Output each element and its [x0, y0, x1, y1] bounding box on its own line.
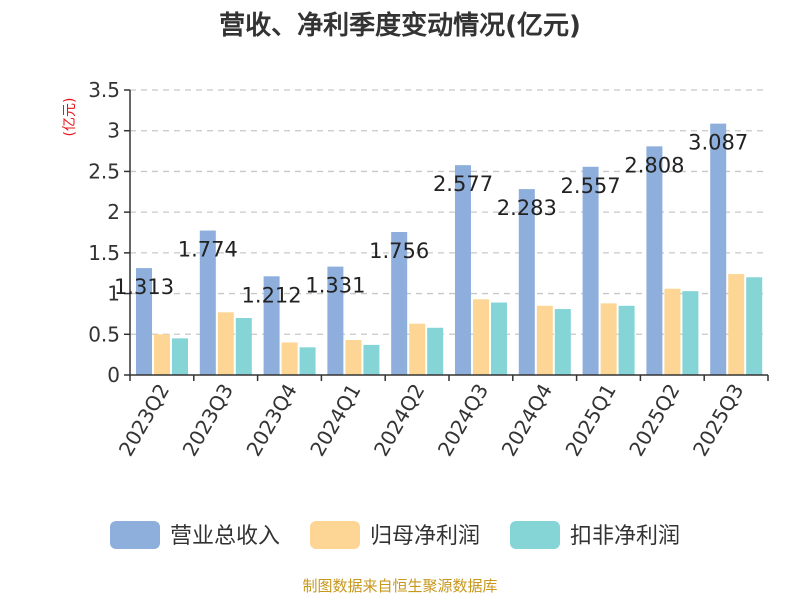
- bar-2[interactable]: [664, 288, 681, 375]
- y-tick-label: 1: [107, 282, 120, 306]
- legend-swatch: [110, 521, 160, 549]
- data-label: 1.756: [369, 239, 429, 263]
- bar-1[interactable]: [136, 268, 152, 375]
- y-tick-label: 1.5: [88, 241, 120, 265]
- x-tick-label: 2023Q3: [178, 380, 238, 461]
- y-tick-label: 3: [107, 119, 120, 143]
- bar-1[interactable]: [518, 189, 535, 375]
- bar-3[interactable]: [618, 305, 635, 375]
- y-tick-label: 2: [107, 200, 120, 224]
- bar-3[interactable]: [746, 277, 763, 375]
- data-label: 1.313: [114, 275, 174, 299]
- bar-3[interactable]: [554, 309, 571, 375]
- bar-2[interactable]: [281, 342, 298, 375]
- bar-1[interactable]: [199, 230, 216, 375]
- legend-label: 扣非净利润: [570, 524, 680, 549]
- bar-3[interactable]: [299, 347, 316, 375]
- bar-1[interactable]: [263, 276, 280, 375]
- legend-item[interactable]: 营业总收入: [110, 521, 280, 549]
- chart-title: 营收、净利季度变动情况(亿元): [219, 10, 581, 41]
- data-label: 1.331: [305, 274, 365, 298]
- data-label: 2.557: [561, 174, 621, 198]
- bar-2[interactable]: [409, 323, 426, 375]
- y-tick-label: 0.5: [88, 322, 120, 346]
- bar-2[interactable]: [600, 303, 617, 375]
- x-tick-label: 2024Q3: [433, 380, 493, 461]
- y-axis-unit: (亿元): [62, 98, 78, 137]
- bar-2[interactable]: [154, 334, 170, 375]
- bar-3[interactable]: [363, 344, 380, 375]
- bar-1[interactable]: [582, 166, 599, 375]
- x-tick-label: 2025Q3: [688, 380, 748, 461]
- data-label: 2.808: [624, 153, 684, 177]
- data-label: 3.087: [688, 131, 748, 155]
- bar-1[interactable]: [327, 266, 344, 375]
- legend-item[interactable]: 扣非净利润: [510, 521, 680, 549]
- bar-3[interactable]: [427, 327, 444, 375]
- axes: 0 0.5 1 1.5 2 2.5 3 3.5 2023Q2 2023Q3 2023Q4 2024Q1…: [88, 78, 769, 461]
- y-tick-label: 3.5: [88, 78, 120, 102]
- x-tick-label: 2023Q4: [241, 380, 301, 461]
- data-label: 2.577: [433, 172, 493, 196]
- bar-1[interactable]: [646, 146, 663, 375]
- bar-1[interactable]: [455, 165, 471, 375]
- bar-2[interactable]: [345, 339, 362, 375]
- x-tick-label: 2025Q2: [624, 380, 684, 461]
- legend-swatch: [510, 521, 560, 549]
- bar-2[interactable]: [536, 305, 553, 375]
- data-label: 2.283: [497, 196, 557, 220]
- y-tick-label: 0: [107, 363, 120, 387]
- legend-swatch: [310, 521, 360, 549]
- legend[interactable]: 营业总收入 归母净利润 扣非净利润: [110, 521, 680, 549]
- x-tick-label: 2024Q1: [305, 380, 365, 461]
- bar-3[interactable]: [491, 302, 507, 375]
- bar-1[interactable]: [391, 232, 408, 375]
- legend-label: 归母净利润: [370, 524, 480, 549]
- data-label: 1.212: [242, 283, 302, 307]
- data-label: 1.774: [178, 238, 238, 262]
- legend-item[interactable]: 归母净利润: [310, 521, 480, 549]
- x-tick-label: 2023Q2: [114, 380, 174, 461]
- bars: [136, 123, 763, 375]
- y-tick-label: 2.5: [88, 159, 120, 183]
- x-tick-label: 2024Q2: [369, 380, 429, 461]
- source-note: 制图数据来自恒生聚源数据库: [302, 577, 497, 595]
- bar-3[interactable]: [172, 338, 188, 375]
- legend-label: 营业总收入: [170, 524, 280, 549]
- bar-2[interactable]: [473, 299, 489, 375]
- x-tick-label: 2025Q1: [560, 380, 620, 461]
- bar-3[interactable]: [235, 318, 252, 375]
- x-tick-label: 2024Q4: [497, 380, 557, 461]
- bar-2[interactable]: [728, 274, 745, 375]
- bar-1[interactable]: [710, 123, 727, 375]
- bar-2[interactable]: [217, 312, 234, 375]
- bar-3[interactable]: [682, 291, 699, 375]
